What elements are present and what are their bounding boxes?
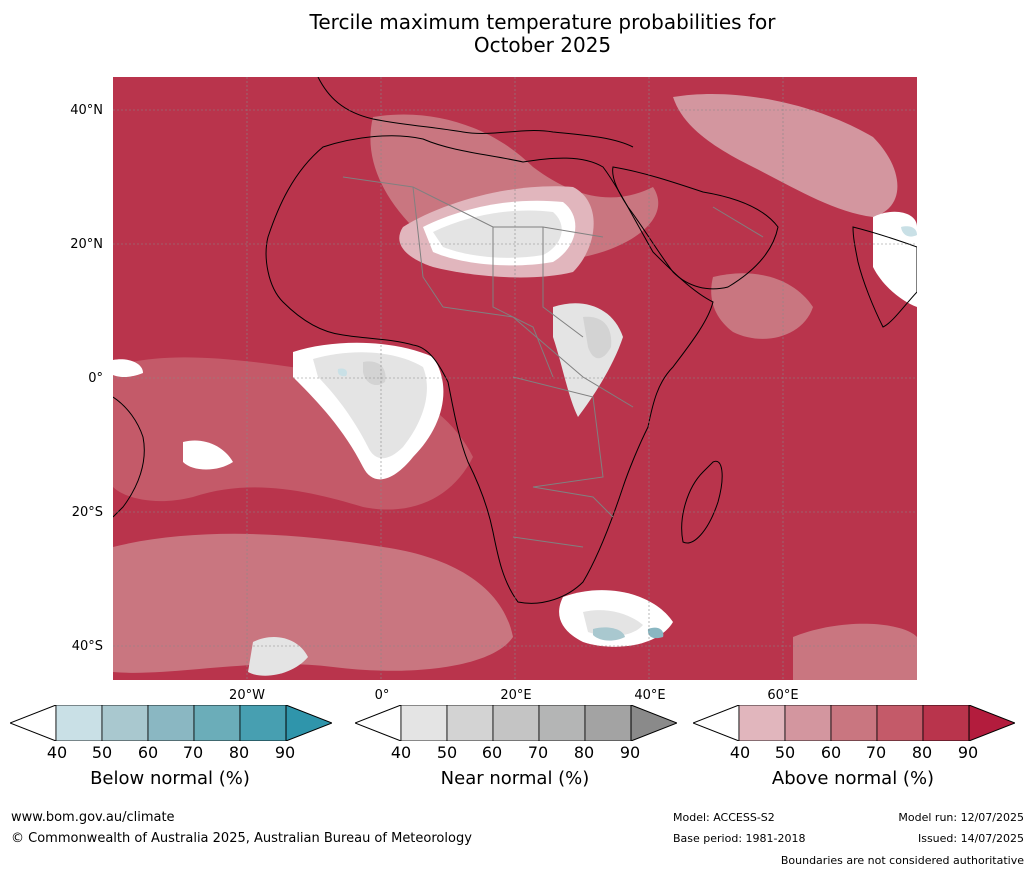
disclaimer-text: Boundaries are not considered authoritat… [780, 854, 1024, 867]
tick-label: 70 [182, 743, 204, 762]
tick-label: 90 [274, 743, 296, 762]
tick-label: 80 [573, 743, 595, 762]
lon-label-40e: 40°E [634, 688, 666, 703]
colorbar-segment [784, 705, 832, 741]
tick-label: 60 [137, 743, 159, 762]
tick-label: 70 [865, 743, 887, 762]
country-borders [342, 176, 764, 548]
model-text: Model: ACCESS-S2 [673, 811, 775, 824]
tick-label: 50 [91, 743, 113, 762]
tick-label: 50 [774, 743, 796, 762]
tick-label: 40 [46, 743, 68, 762]
tick-label: 90 [957, 743, 979, 762]
map-title-line1: Tercile maximum temperature probabilitie… [309, 10, 776, 34]
colorbar-arrow-high [630, 705, 677, 741]
colorbar-arrow-high [968, 705, 1015, 741]
lon-label-0: 0° [374, 688, 390, 703]
probability-map [113, 77, 917, 680]
colorbar-segment [538, 705, 586, 741]
tick-label: 70 [527, 743, 549, 762]
colorbar-title-near: Near normal (%) [440, 768, 590, 789]
colorbar-segment [55, 705, 103, 741]
lat-label-20s: 20°S [71, 505, 103, 520]
africa-outline [265, 135, 714, 604]
europe-outline [317, 77, 634, 148]
india-outline [852, 226, 917, 328]
tick-label: 50 [436, 743, 458, 762]
lon-label-60e: 60°E [767, 688, 799, 703]
map-title-line2: October 2025 [473, 33, 612, 57]
colorbar-arrow-low [355, 705, 402, 741]
colorbar-segment [239, 705, 287, 741]
issued-text: Issued: 14/07/2025 [917, 832, 1024, 845]
colorbar-segment [446, 705, 494, 741]
tick-label: 40 [729, 743, 751, 762]
colorbar-arrow-low [693, 705, 740, 741]
near-normal-zones [113, 186, 917, 676]
lat-label-0: 0° [88, 371, 103, 386]
graticule [113, 77, 917, 680]
colorbar-title-above: Above normal (%) [771, 768, 935, 789]
copyright-text: © Commonwealth of Australia 2025, Austra… [11, 831, 472, 846]
colorbar-segment [400, 705, 448, 741]
lat-label-40n: 40°N [70, 103, 103, 118]
colorbar-arrow-high [285, 705, 332, 741]
lon-label-20w: 20°W [229, 688, 265, 703]
colorbar-segment [830, 705, 878, 741]
madagascar-outline [681, 460, 723, 544]
tick-label: 80 [911, 743, 933, 762]
lat-label-40s: 40°S [71, 639, 103, 654]
colorbar-segment [147, 705, 195, 741]
model-run-text: Model run: 12/07/2025 [898, 811, 1024, 824]
colorbar-segment [922, 705, 970, 741]
colorbar-segment [584, 705, 632, 741]
colorbar-segment [193, 705, 241, 741]
tick-label: 60 [481, 743, 503, 762]
colorbar-above-normal [693, 705, 1015, 741]
tick-label: 40 [390, 743, 412, 762]
colorbar-segment [876, 705, 924, 741]
tick-label: 90 [619, 743, 641, 762]
tick-label: 80 [228, 743, 250, 762]
colorbar-title-below: Below normal (%) [90, 768, 250, 789]
lon-label-20e: 20°E [500, 688, 532, 703]
colorbar-near-normal [355, 705, 677, 741]
lat-label-20n: 20°N [70, 237, 103, 252]
south-america-outline [113, 396, 145, 518]
below-normal-zones [337, 226, 917, 641]
arabia-outline [612, 166, 779, 290]
colorbar-segment [101, 705, 149, 741]
tick-label: 60 [820, 743, 842, 762]
colorbar-below-normal [10, 705, 332, 741]
colorbar-segment [738, 705, 786, 741]
website-text: www.bom.gov.au/climate [11, 810, 175, 825]
base-period-text: Base period: 1981-2018 [673, 832, 806, 845]
colorbar-segment [492, 705, 540, 741]
colorbar-arrow-low [10, 705, 57, 741]
